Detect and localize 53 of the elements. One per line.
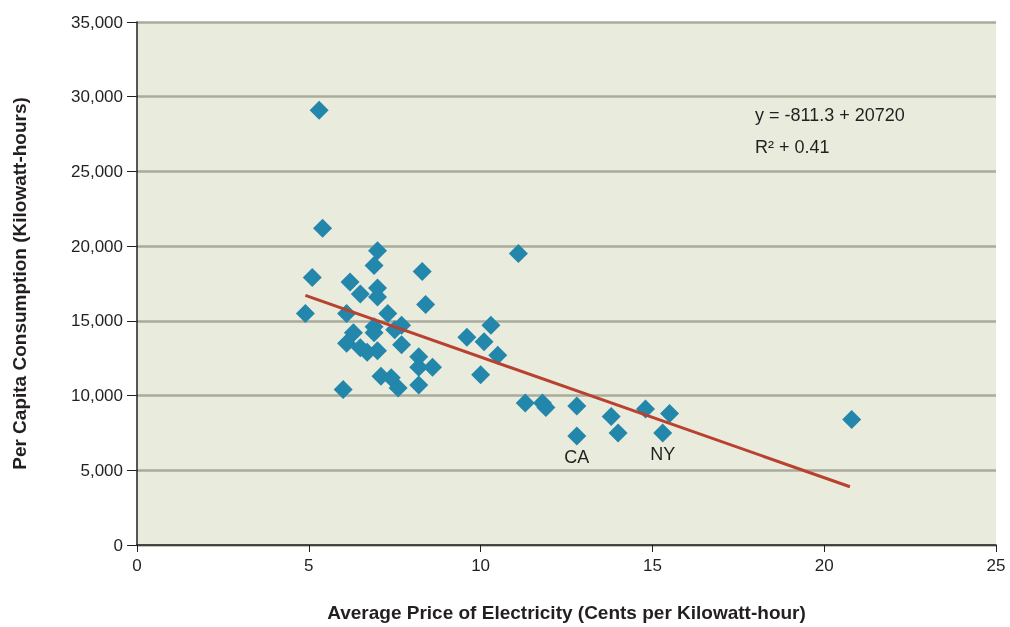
point	[368, 341, 388, 361]
point	[488, 345, 508, 365]
point	[515, 393, 535, 413]
point	[457, 327, 477, 347]
x-tick-label: 15	[642, 556, 662, 575]
x-tick-label: 10	[471, 556, 491, 575]
annotation: R² + 0.41	[755, 137, 830, 157]
point	[392, 335, 412, 355]
point	[333, 380, 353, 400]
point	[343, 323, 363, 343]
point	[340, 272, 360, 292]
point	[313, 218, 333, 238]
point	[567, 426, 587, 446]
y-tick-label: 25,000	[71, 161, 123, 181]
point	[378, 303, 398, 323]
point	[388, 378, 408, 398]
annotation: NY	[650, 443, 676, 464]
point	[608, 423, 628, 443]
point	[309, 100, 329, 120]
y-axis-title: Per Capita Consumption (Kilowatt-hours)	[9, 97, 30, 470]
y-tick-label: 0	[113, 535, 123, 555]
point	[474, 332, 494, 352]
point	[842, 409, 862, 429]
point	[409, 375, 429, 395]
annotation: CA	[564, 446, 590, 467]
y-tick-label: 35,000	[71, 12, 123, 32]
point	[412, 262, 432, 282]
point	[567, 396, 587, 416]
x-tick-label: 5	[304, 556, 314, 575]
x-tick-label: 20	[814, 556, 834, 575]
y-tick-label: 20,000	[71, 236, 123, 256]
point	[660, 404, 680, 423]
point	[364, 256, 384, 276]
point	[481, 315, 501, 335]
point	[295, 303, 315, 323]
point	[508, 244, 528, 264]
point	[471, 365, 491, 385]
point	[653, 423, 673, 443]
x-tick-label: 0	[132, 556, 142, 575]
y-tick-label: 10,000	[71, 386, 123, 406]
annotation: y = -811.3 + 20720	[755, 105, 905, 125]
x-axis-title: Average Price of Electricity (Cents per Kilowatt-hour)	[327, 602, 806, 623]
y-tick-label: 15,000	[71, 311, 123, 331]
point	[302, 268, 322, 288]
x-tick-label: 25	[986, 556, 1006, 575]
point	[350, 284, 370, 304]
point	[337, 333, 357, 353]
point	[601, 406, 621, 426]
y-tick-label: 5,000	[80, 460, 123, 480]
point	[368, 241, 388, 261]
y-tick-label: 30,000	[71, 87, 123, 107]
point	[416, 294, 436, 314]
point	[423, 357, 442, 377]
